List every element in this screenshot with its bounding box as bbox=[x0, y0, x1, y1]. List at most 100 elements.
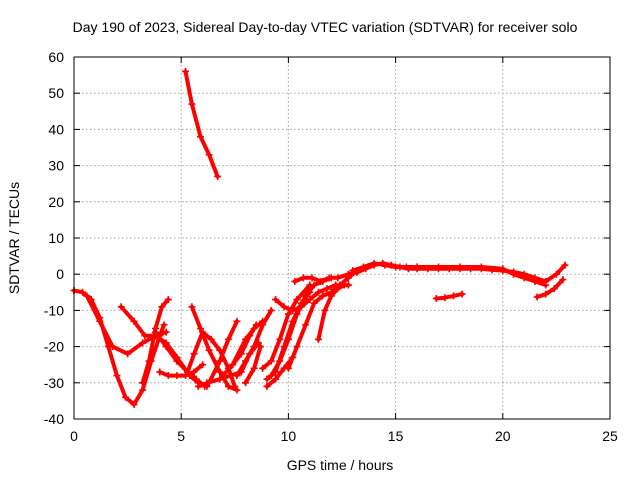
data-point bbox=[542, 290, 550, 298]
data-point bbox=[173, 372, 181, 380]
data-point bbox=[267, 372, 275, 380]
data-point bbox=[252, 321, 260, 329]
data-point bbox=[302, 321, 310, 329]
data-point bbox=[510, 270, 518, 278]
data-point bbox=[531, 277, 539, 285]
data-point bbox=[381, 261, 389, 269]
data-point bbox=[293, 310, 301, 318]
data-point bbox=[181, 67, 189, 75]
data-point bbox=[224, 335, 232, 343]
data-point bbox=[310, 299, 318, 307]
data-point bbox=[117, 303, 125, 311]
data-point bbox=[344, 281, 352, 289]
y-tick-label: 20 bbox=[48, 194, 64, 210]
series-track-21 bbox=[284, 267, 361, 372]
series-track-23 bbox=[291, 259, 569, 285]
series-line bbox=[260, 283, 312, 371]
data-point bbox=[359, 263, 367, 271]
data-point bbox=[229, 361, 237, 369]
data-point bbox=[250, 364, 258, 372]
series-track-15 bbox=[242, 343, 265, 387]
data-point bbox=[272, 375, 280, 383]
data-point bbox=[284, 364, 292, 372]
data-point bbox=[520, 274, 528, 282]
data-point bbox=[139, 379, 147, 387]
data-point bbox=[289, 306, 297, 314]
y-tick-label: -10 bbox=[44, 302, 64, 318]
data-point bbox=[233, 317, 241, 325]
data-point bbox=[145, 357, 153, 365]
data-point bbox=[456, 263, 464, 271]
data-point bbox=[293, 343, 301, 351]
y-tick-label: 40 bbox=[48, 121, 64, 137]
data-point bbox=[237, 350, 245, 358]
data-point bbox=[317, 277, 325, 285]
y-tick-label: -40 bbox=[44, 411, 64, 427]
x-tick-label: 5 bbox=[177, 428, 185, 444]
data-point bbox=[257, 343, 265, 351]
data-point bbox=[413, 263, 421, 271]
grid-lines bbox=[74, 57, 610, 419]
series-track-14 bbox=[233, 306, 275, 380]
data-point bbox=[321, 306, 329, 314]
data-point bbox=[158, 303, 166, 311]
series-track-16 bbox=[259, 281, 314, 372]
y-tick-label: 0 bbox=[56, 266, 64, 282]
data-point bbox=[499, 265, 507, 273]
data-point bbox=[276, 357, 284, 365]
data-point bbox=[151, 328, 159, 336]
data-point bbox=[306, 296, 314, 304]
data-point bbox=[263, 375, 271, 383]
data-point bbox=[449, 292, 457, 300]
data-point bbox=[434, 263, 442, 271]
data-point bbox=[310, 281, 318, 289]
data-point bbox=[233, 386, 241, 394]
data-point bbox=[334, 285, 342, 293]
data-point bbox=[79, 288, 87, 296]
data-point bbox=[216, 368, 224, 376]
y-tick-label: 60 bbox=[48, 49, 64, 65]
data-point bbox=[139, 339, 147, 347]
data-point bbox=[302, 292, 310, 300]
data-point bbox=[188, 100, 196, 108]
data-point bbox=[370, 259, 378, 267]
axis-ticks: 0 5 10 15 20 25 -40 -30 -20 -10 0 10 20 30 40 50 60 bbox=[44, 49, 618, 444]
x-tick-label: 20 bbox=[495, 428, 511, 444]
data-point bbox=[109, 343, 117, 351]
data-point bbox=[124, 350, 132, 358]
data-point bbox=[291, 277, 299, 285]
data-point bbox=[188, 303, 196, 311]
series-track-25 bbox=[432, 290, 466, 302]
data-point bbox=[349, 267, 357, 275]
data-point bbox=[533, 293, 541, 301]
data-point bbox=[196, 325, 204, 332]
data-point bbox=[190, 368, 198, 376]
data-point bbox=[319, 292, 327, 300]
series-line bbox=[535, 277, 565, 299]
y-tick-label: -30 bbox=[44, 375, 64, 391]
data-point bbox=[203, 379, 211, 387]
series-line bbox=[434, 292, 465, 301]
data-point bbox=[542, 281, 550, 289]
data-point bbox=[263, 382, 271, 390]
data-point bbox=[552, 270, 560, 278]
data-point bbox=[280, 303, 288, 311]
series-line bbox=[153, 330, 207, 389]
data-point bbox=[276, 335, 284, 343]
data-point bbox=[207, 335, 215, 343]
data-point bbox=[205, 346, 213, 354]
data-point bbox=[141, 332, 149, 340]
series-track-9 bbox=[188, 303, 241, 394]
x-tick-label: 0 bbox=[70, 428, 78, 444]
y-axis-label: SDTVAR / TECUs bbox=[6, 182, 22, 294]
x-tick-label: 10 bbox=[281, 428, 297, 444]
data-point bbox=[96, 317, 104, 325]
data-point bbox=[216, 357, 224, 365]
data-point bbox=[164, 372, 172, 380]
data-point bbox=[308, 274, 316, 282]
data-point bbox=[130, 401, 138, 409]
x-axis-label: GPS time / hours bbox=[287, 457, 394, 473]
chart-title: Day 190 of 2023, Sidereal Day-to-day VTE… bbox=[73, 19, 578, 35]
data-point bbox=[250, 343, 258, 351]
data-point bbox=[267, 357, 275, 365]
